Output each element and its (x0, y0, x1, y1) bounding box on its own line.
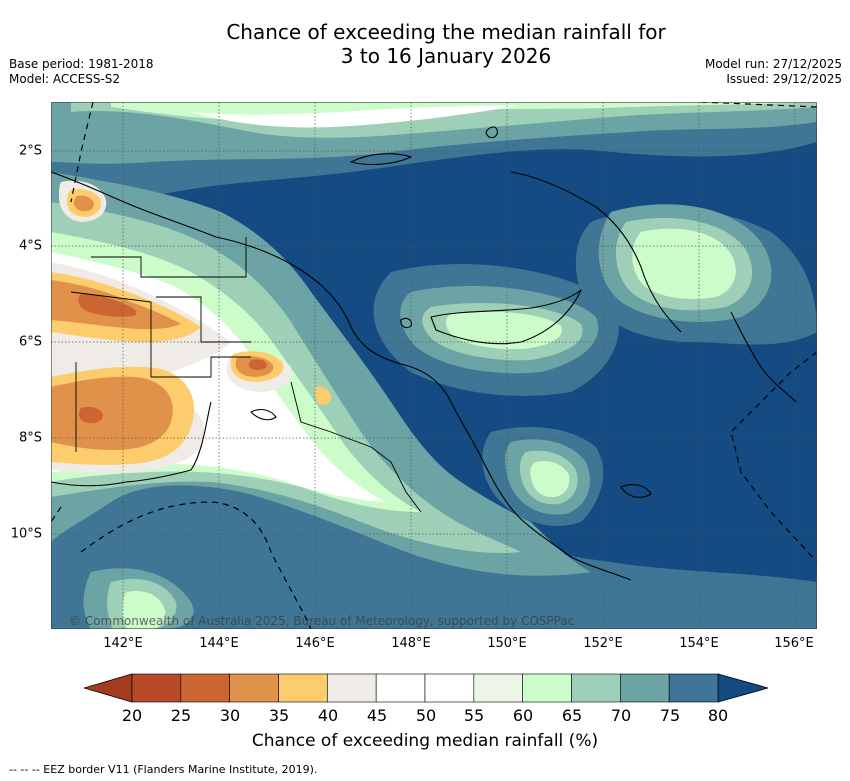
model-name: Model: ACCESS-S2 (9, 72, 121, 86)
colorbar-tick-40: 40 (317, 706, 339, 725)
colorbar-arrow-high (717, 673, 768, 703)
colorbar-tick-45: 45 (366, 706, 388, 725)
meta-left: Base period: 1981-2018 Model: ACCESS-S2 (9, 57, 154, 87)
lat-label-8s: 8°S (18, 430, 42, 446)
colorbar-label: Chance of exceeding median rainfall (%) (251, 731, 599, 751)
colorbar-cell (278, 673, 328, 703)
colorbar-tick-80: 80 (707, 706, 729, 725)
colorbar-cell (522, 673, 572, 703)
title-line-1: Chance of exceeding the median rainfall … (226, 20, 666, 44)
colorbar-tick-35: 35 (268, 706, 290, 725)
model-run: Model run: 27/12/2025 (704, 57, 842, 71)
eez-border (51, 102, 817, 629)
province-borders (70, 237, 422, 513)
meta-right: Model run: 27/12/2025 Issued: 29/12/2025 (705, 57, 842, 87)
colorbar-cell (327, 673, 377, 703)
lat-label-2s: 2°S (18, 143, 42, 159)
colorbar-cell (668, 673, 719, 703)
colorbar-tick-30: 30 (219, 706, 241, 725)
colorbar-tick-75: 75 (659, 706, 681, 725)
lat-label-6s: 6°S (18, 334, 42, 350)
colorbar-cell (229, 673, 279, 703)
colorbar-cell (424, 673, 475, 703)
colorbar-tick-65: 65 (561, 706, 583, 725)
coastlines (51, 126, 797, 581)
lat-label-10s: 10°S (10, 526, 42, 542)
graticule (51, 102, 817, 629)
colorbar-cell (620, 673, 670, 703)
colorbar (84, 673, 768, 703)
lon-label-156e: 156°E (774, 636, 814, 651)
colorbar-tick-20: 20 (121, 706, 143, 725)
colorbar-tick-25: 25 (170, 706, 192, 725)
colorbar-cell (571, 673, 621, 703)
lon-label-144e: 144°E (199, 636, 239, 651)
colorbar-tick-60: 60 (512, 706, 534, 725)
lon-label-154e: 154°E (679, 636, 719, 651)
rainfall-map (51, 102, 817, 629)
colorbar-tick-55: 55 (463, 706, 485, 725)
colorbar-cells (131, 673, 719, 703)
colorbar-tick-70: 70 (610, 706, 632, 725)
colorbar-cell (473, 673, 523, 703)
lon-label-142e: 142°E (103, 636, 143, 651)
colorbar-cell (180, 673, 230, 703)
colorbar-tick-50: 50 (415, 706, 437, 725)
title-line-2: 3 to 16 January 2026 (340, 44, 552, 68)
band-25-30 (78, 294, 267, 424)
map-title: Chance of exceeding the median rainfall … (0, 20, 850, 68)
issued-date: Issued: 29/12/2025 (726, 72, 842, 86)
colorbar-cell (131, 673, 182, 703)
lon-label-152e: 152°E (583, 636, 623, 651)
lon-label-150e: 150°E (487, 636, 527, 651)
base-period: Base period: 1981-2018 (9, 57, 154, 71)
colorbar-arrow-low (84, 673, 133, 703)
lon-label-148e: 148°E (391, 636, 431, 651)
lon-label-146e: 146°E (295, 636, 335, 651)
colorbar-cell (375, 673, 426, 703)
lat-label-4s: 4°S (18, 238, 42, 254)
eez-legend: -- -- -- EEZ border V11 (Flanders Marine… (9, 763, 318, 776)
copyright-notice: © Commonwealth of Australia 2025, Bureau… (69, 614, 575, 628)
